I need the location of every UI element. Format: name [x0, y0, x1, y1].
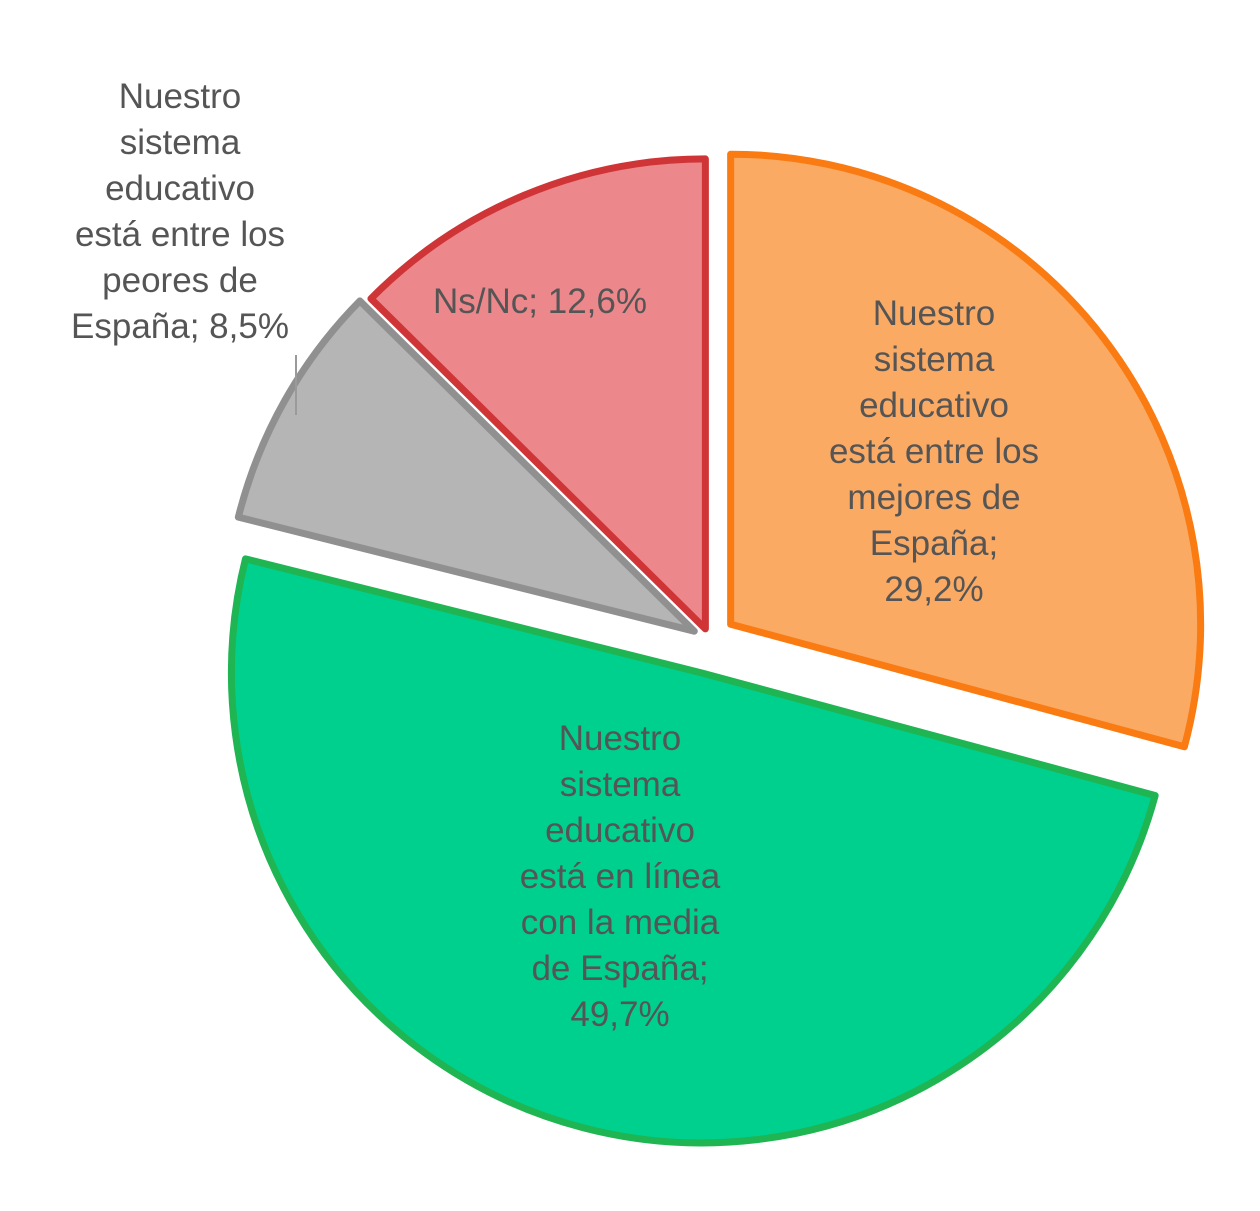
pie-slice-1	[727, 150, 1205, 751]
slice-label-line: sistema	[874, 340, 995, 379]
slice-label-line: está entre los	[829, 432, 1039, 471]
slice-label-line: peores de	[102, 261, 258, 300]
slice-label-line: 49,7%	[570, 995, 669, 1034]
slice-label-line: sistema	[560, 765, 681, 804]
slice-label-line: Nuestro	[873, 294, 996, 333]
slice-label-line: educativo	[859, 386, 1009, 425]
slice-label-line: educativo	[105, 169, 255, 208]
slice-label-line: sistema	[120, 123, 241, 162]
slice-label-line: Nuestro	[119, 77, 242, 116]
slice-label-2: Nuestro sistema educativo está en línea con …	[520, 719, 721, 1034]
slice-label-4: Ns/Nc; 12,6%	[433, 282, 647, 321]
slice-label-3: Nuestro sistema educativo está entre los peo…	[71, 77, 289, 346]
pie-slice-3	[234, 297, 698, 635]
pie-slice-4	[367, 155, 709, 633]
pie-slice-2	[228, 555, 1159, 1147]
slice-label-line: mejores de	[847, 478, 1020, 517]
slice-labels: Nuestro sistema educativo está entre los mej…	[71, 77, 1039, 1034]
slice-label-line: Nuestro	[559, 719, 682, 758]
slice-label-line: España; 8,5%	[71, 307, 289, 346]
slice-label-1: Nuestro sistema educativo está entre los mej…	[829, 294, 1039, 609]
slice-label-line: educativo	[545, 811, 695, 850]
slice-label-line: de España;	[531, 949, 708, 988]
slice-label-line: con la media	[521, 903, 720, 942]
slice-label-line: está entre los	[75, 215, 285, 254]
slice-label-line: está en línea	[520, 857, 721, 896]
slice-label-line: Ns/Nc; 12,6%	[433, 282, 647, 321]
slice-label-line: 29,2%	[884, 570, 983, 609]
pie-slices	[228, 150, 1205, 1147]
slice-label-line: España;	[870, 524, 998, 563]
